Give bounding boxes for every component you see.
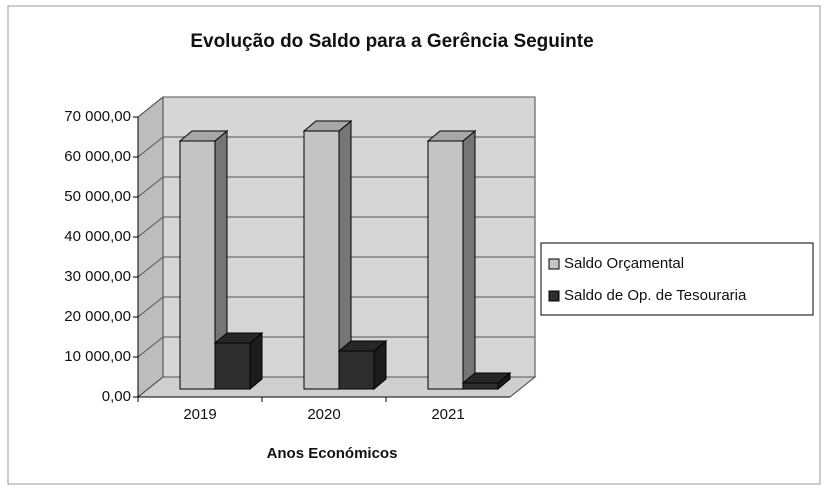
grid-line [137, 216, 535, 238]
x-tick-label: 2021 [431, 406, 464, 423]
grid-line [137, 336, 535, 358]
legend-swatch [548, 290, 560, 302]
grid-line [137, 136, 535, 158]
chart-title: Evolução do Saldo para a Gerência Seguin… [190, 31, 593, 52]
bar-front [338, 350, 375, 390]
bar-side [462, 129, 476, 391]
y-tick-label: 70 000,00 [64, 108, 131, 125]
grid-line [137, 96, 535, 118]
bar-front [462, 382, 499, 390]
y-tick-label: 60 000,00 [64, 148, 131, 165]
legend-label: Saldo Orçamental [564, 255, 684, 272]
y-tick-label: 20 000,00 [64, 308, 131, 325]
bar-front [179, 140, 216, 390]
bar [337, 339, 388, 391]
legend-swatch [548, 258, 560, 270]
grid-line [137, 256, 535, 278]
bar [426, 129, 477, 391]
grid-line [137, 176, 535, 198]
y-tick-label: 40 000,00 [64, 228, 131, 245]
bar [178, 129, 229, 391]
bar-front [427, 140, 464, 390]
legend-label: Saldo de Op. de Tesouraria [564, 287, 747, 304]
x-tick-label: 2020 [307, 406, 340, 423]
y-tick-label: 0,00 [102, 388, 131, 405]
y-tick-label: 30 000,00 [64, 268, 131, 285]
side-wall [137, 95, 164, 399]
grid-line [137, 376, 535, 398]
legend-box [540, 242, 814, 316]
bar-front [214, 342, 251, 390]
y-tick-label: 50 000,00 [64, 188, 131, 205]
bar [213, 331, 264, 391]
x-tick-label: 2019 [183, 406, 216, 423]
bar [461, 371, 512, 391]
y-tick-label: 10 000,00 [64, 348, 131, 365]
grid-line [137, 296, 535, 318]
x-axis-label: Anos Económicos [267, 445, 398, 462]
bar-front [303, 130, 340, 390]
